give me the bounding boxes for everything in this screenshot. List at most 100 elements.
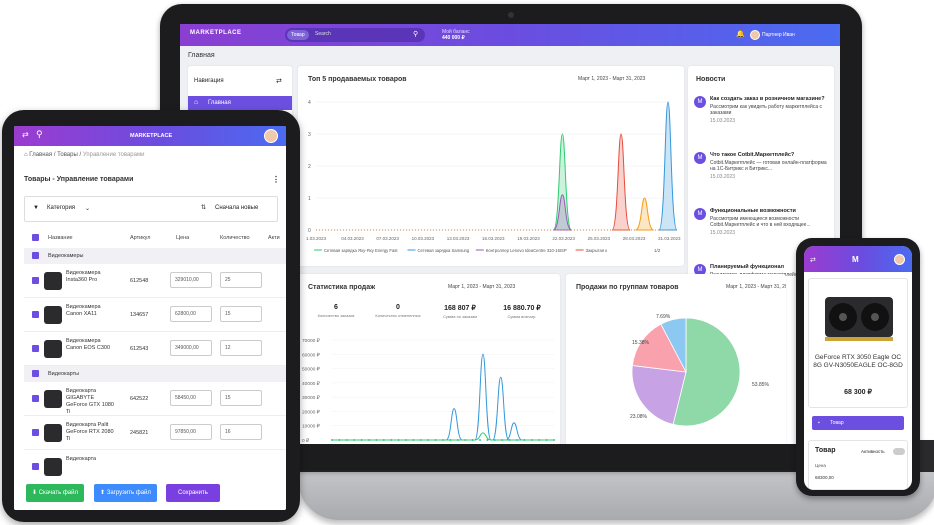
col-qty[interactable]: Количество xyxy=(220,235,250,241)
user-name[interactable]: Партнер Иван xyxy=(762,32,795,38)
data-point xyxy=(360,439,363,441)
date-range-picker[interactable]: Март 1, 2023 - Март 31, 2023 xyxy=(448,284,516,290)
data-point xyxy=(331,439,333,441)
legend-pager[interactable]: 1/2 xyxy=(654,248,661,253)
product-name[interactable]: Видеокарта GIGABYTE GeForce GTX 1080 Ti xyxy=(66,388,114,415)
sort-icon: ⇅ xyxy=(201,205,207,211)
price-input[interactable]: 58450,00 xyxy=(170,390,212,406)
col-active[interactable]: Акти xyxy=(268,235,280,241)
legend-entry[interactable]: Закрытая к xyxy=(586,248,608,253)
col-name[interactable]: Название xyxy=(48,235,73,241)
search-category-button[interactable]: Товар xyxy=(287,30,309,40)
group-checkbox[interactable] xyxy=(32,370,39,377)
data-point xyxy=(545,439,548,441)
table-row[interactable]: Видеокарта GIGABYTE GeForce GTX 1080 Ti 6… xyxy=(24,382,286,416)
stat-item: 6 Количество заказов xyxy=(306,304,366,318)
avatar[interactable] xyxy=(894,254,905,265)
table-row[interactable]: Видеокамера Insta360 Pro 612548 329010,00 2… xyxy=(24,264,286,298)
search-bar[interactable]: Товар Search ⚲ xyxy=(285,28,425,42)
col-sku[interactable]: Артикул xyxy=(130,235,151,241)
breadcrumb-products[interactable]: Товары xyxy=(57,152,78,158)
search-icon[interactable]: ⚲ xyxy=(36,129,43,139)
col-price[interactable]: Цена xyxy=(176,235,190,241)
date-range-picker[interactable]: Март 1, 2023 - Март 31, 2023 xyxy=(578,76,646,82)
news-item-title[interactable]: Что такое Cotbit.Маркетплейс? xyxy=(710,152,795,158)
swap-icon[interactable]: ⇄ xyxy=(810,257,816,264)
category-filter[interactable]: Категория xyxy=(47,205,76,211)
save-button[interactable]: Сохранить xyxy=(166,484,220,502)
row-checkbox[interactable] xyxy=(32,429,39,436)
marketplace-logo-icon[interactable]: M xyxy=(852,255,859,264)
x-tick-label: 19.03.2023 xyxy=(517,236,540,241)
row-checkbox[interactable] xyxy=(32,311,39,318)
avatar[interactable] xyxy=(750,30,760,40)
bell-icon[interactable]: 🔔 xyxy=(736,31,745,38)
stat-value: 16 880.70 ₽ xyxy=(503,305,541,312)
quantity-input[interactable]: 15 xyxy=(220,306,262,322)
breadcrumb: ⌂ Главная / Товары / Управление товарами xyxy=(24,152,145,158)
quantity-input[interactable]: 25 xyxy=(220,272,262,288)
pie-slice[interactable] xyxy=(672,317,741,427)
date-range-picker[interactable]: Март 1, 2023 - Март 31, 2023 xyxy=(726,284,786,290)
y-tick-label: 10000 ₽ xyxy=(302,424,321,430)
upload-file-button[interactable]: ⬆ Загрузить файл xyxy=(94,484,157,502)
row-checkbox[interactable] xyxy=(32,463,39,470)
stat-label: Сумма по заказам xyxy=(442,314,478,319)
x-tick-label: 25.03.2023 xyxy=(588,236,611,241)
product-button[interactable]: ▪ Товар xyxy=(812,416,904,430)
marketplace-logo[interactable]: MARKETPLACE xyxy=(130,133,173,139)
series-area xyxy=(611,133,631,231)
y-tick-label: 4 xyxy=(308,100,311,106)
pie-slice[interactable] xyxy=(631,323,687,373)
quantity-input[interactable]: 15 xyxy=(220,390,262,406)
activity-toggle[interactable] xyxy=(893,448,905,455)
x-tick-label: 04.03.2023 xyxy=(341,236,364,241)
news-item-title[interactable]: Функциональные возможности xyxy=(710,208,796,214)
price-input[interactable]: 62800,00 xyxy=(170,306,212,322)
product-name[interactable]: Видеокамера Canon XA11 xyxy=(66,304,101,317)
search-icon[interactable]: ⚲ xyxy=(413,31,419,38)
avatar[interactable] xyxy=(264,129,278,143)
gpu-image xyxy=(825,297,893,341)
news-item-title[interactable]: Как создать заказ в розничном магазине? xyxy=(710,96,825,102)
price-field[interactable]: 68300,00 xyxy=(815,475,834,480)
pie-slice[interactable] xyxy=(660,317,687,373)
product-name[interactable]: Видеокамера Insta360 Pro xyxy=(66,270,101,283)
quantity-input[interactable]: 12 xyxy=(220,340,262,356)
legend-entry[interactable]: Сетевая зарядка Samsung xyxy=(418,248,470,253)
row-checkbox[interactable] xyxy=(32,277,39,284)
table-row[interactable]: Видеокамера Canon XA11 134657 62800,00 15 xyxy=(24,298,286,332)
row-checkbox[interactable] xyxy=(32,345,39,352)
product-name[interactable]: Видеокарта xyxy=(66,456,97,462)
product-name[interactable]: Видеокамера Canon EOS C300 xyxy=(66,338,111,351)
sort-select[interactable]: Сначала новые xyxy=(215,205,259,211)
group-sales-pie: 53.85% 23.08% 15.38% 7.69% xyxy=(630,314,770,427)
table-row[interactable]: Видеокамера Canon EOS C300 612543 349000,0… xyxy=(24,332,286,366)
breadcrumb-home[interactable]: Главная xyxy=(29,152,53,158)
data-point xyxy=(523,439,526,441)
swap-icon[interactable]: ⇄ xyxy=(276,78,282,85)
table-row[interactable]: Видеокарта Palit GeForce RTX 2080 Ti 2458… xyxy=(24,416,286,450)
data-point xyxy=(553,439,555,441)
download-file-button[interactable]: ⬇ Скачать файл xyxy=(26,484,84,502)
swap-icon[interactable]: ⇄ xyxy=(22,130,29,139)
select-all-checkbox[interactable] xyxy=(32,234,39,241)
legend-entry[interactable]: Контроллер Lenovo IdeaCentre 310-15ISP xyxy=(486,248,567,253)
sidebar-item-home[interactable]: ⌂ Главная xyxy=(188,96,292,110)
marketplace-logo[interactable]: MARKETPLACE xyxy=(190,30,242,36)
price-input[interactable]: 329010,00 xyxy=(170,272,212,288)
pie-slice[interactable] xyxy=(631,365,687,425)
group-checkbox[interactable] xyxy=(32,252,39,259)
search-input[interactable]: Search xyxy=(315,31,331,37)
breadcrumb-current: Управление товарами xyxy=(82,152,145,158)
product-sku: 612548 xyxy=(130,278,149,284)
news-item-title[interactable]: Планируемый функционал xyxy=(710,264,785,270)
legend-entry[interactable]: Сетевая зарядка Яху-Яху Energy Fast xyxy=(324,248,398,253)
price-input[interactable]: 97850,00 xyxy=(170,424,212,440)
row-checkbox[interactable] xyxy=(32,395,39,402)
x-tick-label: 13.03.2023 xyxy=(447,236,470,241)
more-icon[interactable]: ⋮ xyxy=(272,175,280,184)
quantity-input[interactable]: 16 xyxy=(220,424,262,440)
price-input[interactable]: 349000,00 xyxy=(170,340,212,356)
product-name[interactable]: Видеокарта Palit GeForce RTX 2080 Ti xyxy=(66,422,114,442)
